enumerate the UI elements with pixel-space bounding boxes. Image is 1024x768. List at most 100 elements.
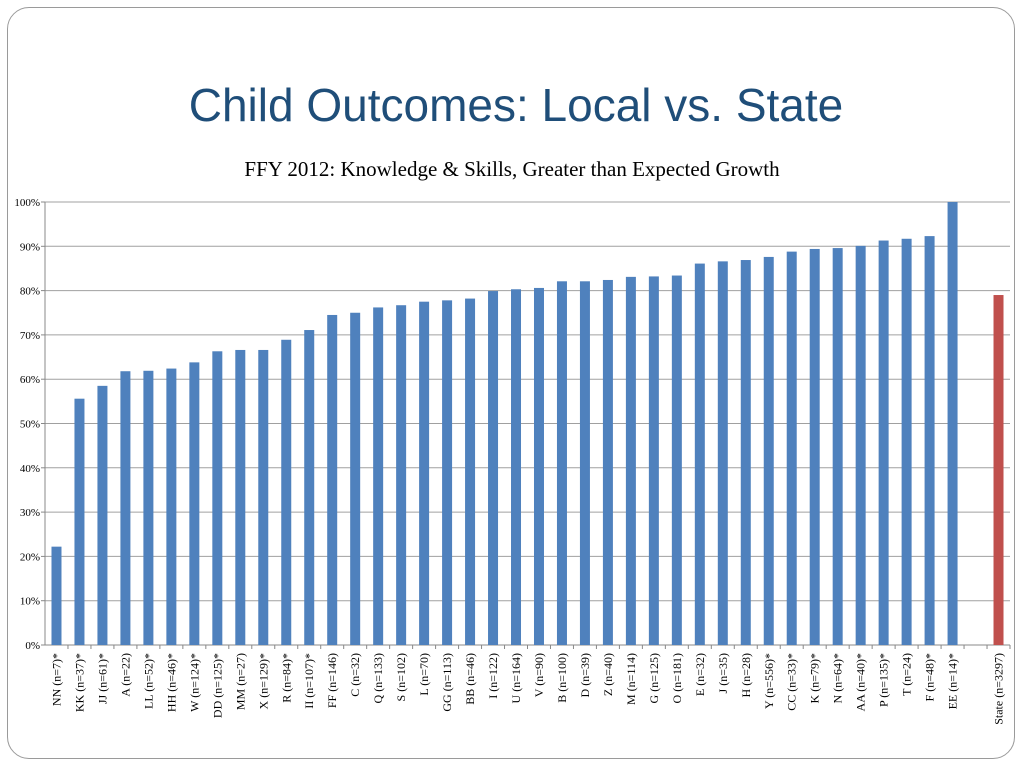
x-tick-label: L (n=70): [417, 653, 431, 696]
x-tick-label: W (n=124)*: [187, 653, 201, 712]
bar-local: [235, 349, 246, 645]
y-tick-label: 40%: [20, 463, 40, 475]
x-axis: NN (n=7)* KK (n=37)* JJ (n=61)* A (n=22) LL …: [49, 645, 1011, 725]
x-tick-label: R (n=84)*: [279, 653, 293, 703]
x-tick-label: KK (n=37)*: [72, 653, 86, 712]
bar-local: [281, 339, 292, 645]
y-tick-label: 0%: [25, 640, 40, 652]
x-tick-label: D (n=39): [578, 653, 592, 697]
bar-local: [97, 385, 108, 645]
x-tick-label: H (n=28): [739, 653, 753, 697]
x-tick-label: T (n=24): [900, 653, 914, 696]
bar-local: [533, 287, 544, 645]
bar-local: [212, 351, 223, 645]
x-tick-label: Q (n=133): [371, 653, 385, 703]
y-tick-label: 100%: [14, 197, 40, 209]
chart-title: FFY 2012: Knowledge & Skills, Greater th…: [244, 157, 780, 181]
x-tick-label: Z (n=40): [601, 653, 615, 696]
slide-title: Child Outcomes: Local vs. State: [188, 79, 844, 131]
chart-bars: [51, 202, 1004, 646]
x-tick-label: CC (n=33)*: [785, 653, 799, 711]
x-tick-label: S (n=102): [394, 653, 408, 701]
x-tick-label: M (n=114): [624, 653, 638, 705]
bar-local: [648, 276, 659, 645]
x-tick-label: C (n=32): [348, 653, 362, 697]
bar-local: [855, 245, 866, 645]
bar-local: [694, 263, 705, 645]
bar-local: [786, 251, 797, 645]
bar-local: [901, 238, 912, 646]
bar-local: [51, 546, 62, 645]
bar-local: [143, 370, 154, 645]
x-tick-label: B (n=100): [555, 653, 569, 703]
x-tick-label: F (n=48)*: [923, 653, 937, 701]
y-tick-label: 20%: [20, 551, 40, 563]
bar-state: [993, 295, 1004, 645]
bar-local: [419, 301, 430, 645]
x-tick-label: A (n=22): [118, 653, 132, 697]
bar-local: [511, 289, 522, 645]
bar-local: [763, 256, 774, 645]
bar-local: [120, 371, 131, 645]
bar-local: [579, 281, 590, 645]
bar-local: [488, 291, 499, 645]
bar-local: [304, 330, 315, 645]
x-tick-label: HH (n=46)*: [164, 653, 178, 712]
x-tick-label: U (n=164): [509, 653, 523, 703]
bar-local: [740, 260, 751, 645]
bar-local: [556, 281, 567, 645]
slide-frame: [7, 7, 1015, 759]
x-tick-label: BB (n=46): [463, 653, 477, 705]
x-tick-label: O (n=181): [670, 653, 684, 703]
bar-local: [465, 298, 476, 645]
y-tick-label: 60%: [20, 374, 40, 386]
bar-local: [717, 261, 728, 645]
x-tick-label: E (n=32): [693, 653, 707, 696]
x-tick-label: P (n=135)*: [877, 653, 891, 707]
y-tick-label: 10%: [20, 596, 40, 608]
x-tick-label: X (n=129)*: [256, 653, 270, 709]
x-tick-label: LL (n=52)*: [141, 653, 155, 709]
x-tick-label: K (n=79)*: [808, 653, 822, 703]
bar-local: [327, 314, 338, 645]
x-tick-label: J (n=35): [716, 653, 730, 693]
x-tick-label: Y (n=556)*: [762, 653, 776, 709]
x-tick-label: DD (n=125)*: [210, 653, 224, 718]
y-axis: 0% 10% 20% 30% 40% 50% 60% 70% 80% 90% 100%: [14, 197, 46, 652]
y-tick-label: 90%: [20, 241, 40, 253]
x-tick-label: MM (n=27): [233, 653, 247, 710]
x-tick-label: I (n=122): [486, 653, 500, 699]
bar-local: [602, 279, 613, 645]
bar-local: [878, 240, 889, 645]
x-tick-label: NN (n=7)*: [49, 653, 63, 706]
bar-local: [442, 300, 453, 645]
x-tick-label: State (n=3297): [992, 653, 1006, 725]
bar-local: [74, 398, 85, 645]
x-tick-label: N (n=64)*: [831, 653, 845, 703]
x-tick-label: JJ (n=61)*: [95, 653, 109, 704]
bar-local: [396, 305, 407, 645]
bar-local: [924, 236, 935, 645]
bar-local: [671, 275, 682, 645]
x-tick-label: FF (n=146): [325, 653, 339, 708]
bar-local: [166, 368, 177, 645]
y-tick-label: 80%: [20, 286, 40, 298]
y-tick-label: 70%: [20, 330, 40, 342]
bar-local: [258, 349, 269, 645]
bar-local: [189, 362, 200, 645]
x-tick-label: G (n=125): [647, 653, 661, 703]
bar-local: [832, 248, 843, 645]
bar-local: [373, 307, 384, 645]
x-tick-label: II (n=107)*: [302, 653, 316, 709]
bar-local: [625, 276, 636, 645]
x-tick-label: AA (n=40)*: [854, 653, 868, 711]
x-tick-label: V (n=90): [532, 653, 546, 697]
y-tick-label: 30%: [20, 507, 40, 519]
x-tick-label: GG (n=113): [440, 653, 454, 712]
x-tick-label: EE (n=14)*: [946, 653, 960, 709]
y-tick-label: 50%: [20, 419, 40, 431]
bar-local: [350, 312, 361, 645]
bar-local: [809, 248, 820, 645]
bar-local: [947, 202, 958, 645]
